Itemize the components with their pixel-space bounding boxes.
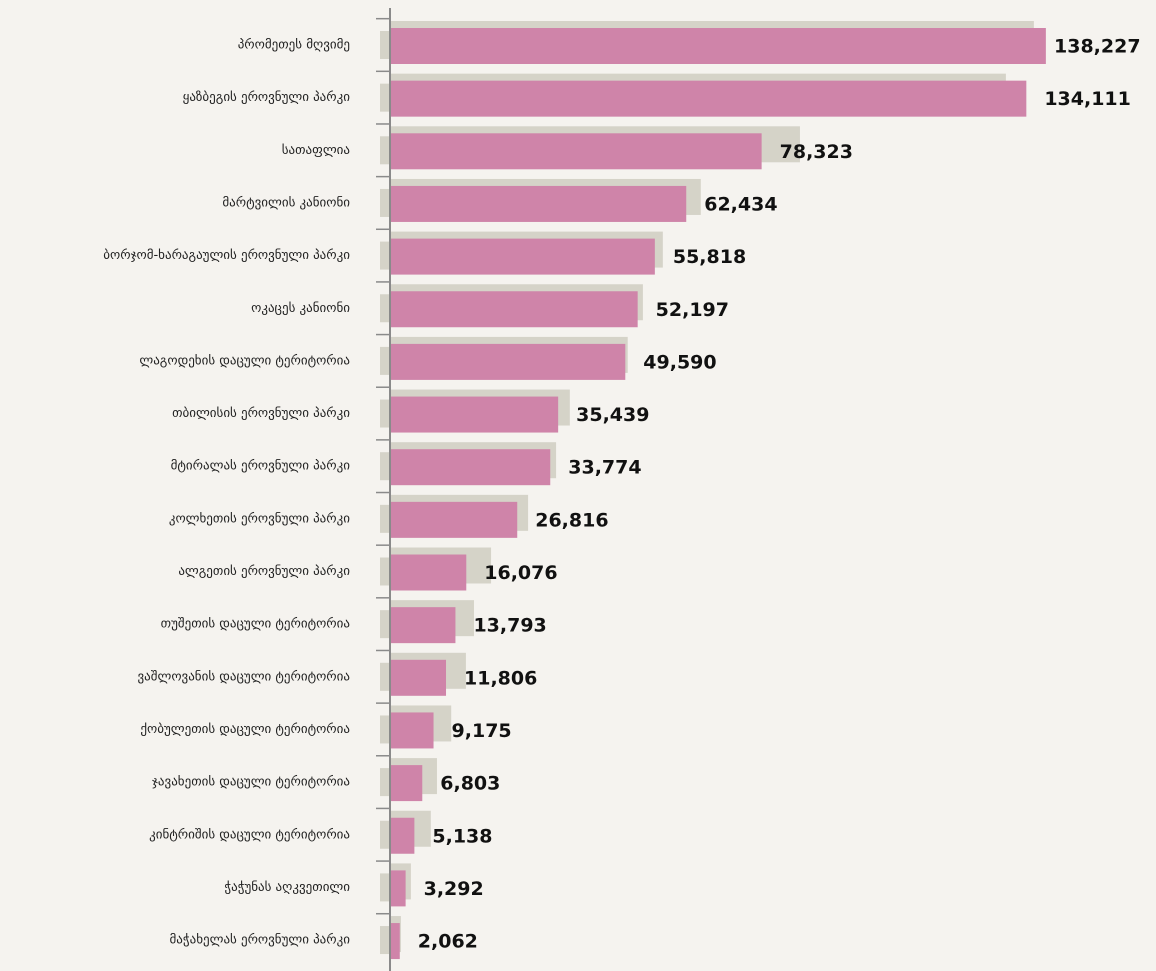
category-label: სათაფლია [282,143,350,158]
value-label: 3,292 [424,878,484,900]
category-label: ყაზბეგის ეროვნული პარკი [183,90,351,105]
category-label: ალგეთის ეროვნული პარკი [178,564,350,579]
bar [390,343,626,380]
row-stub [380,136,390,165]
value-label: 55,818 [673,246,746,268]
row-stub [380,241,390,270]
value-label: 11,806 [464,667,537,689]
row-stub [380,557,390,586]
row-stub [380,715,390,744]
value-label: 52,197 [656,299,729,321]
value-label: 33,774 [568,457,641,479]
row-stub [380,294,390,323]
bar [390,449,551,486]
category-label: ჭაჭუნას აღკვეთილი [224,880,350,895]
bar [390,554,467,591]
value-label: 6,803 [440,773,500,795]
category-label: მარტვილის კანიონი [222,195,350,210]
value-label: 13,793 [473,615,546,637]
value-label: 62,434 [704,193,777,215]
category-label: თუშეთის დაცული ტერიტორია [161,617,350,632]
row-stub [380,399,390,428]
row-stub [380,768,390,797]
category-label: ჯავახეთის დაცული ტერიტორია [152,775,350,790]
row-stub [380,83,390,112]
category-label: ოკაცეს კანიონი [251,301,350,316]
row-stub [380,926,390,955]
row-stub [380,188,390,217]
category-label: კოლხეთის ეროვნული პარკი [169,511,350,526]
bar [390,396,559,433]
category-label: ვაშლოვანის დაცული ტერიტორია [137,669,350,684]
bar [390,712,434,749]
row-stub [380,504,390,533]
value-label: 26,816 [535,509,608,531]
category-label: კინტრიშის დაცული ტერიტორია [149,827,350,842]
value-label: 16,076 [484,562,557,584]
bar [390,133,762,170]
value-label: 134,111 [1044,88,1131,110]
row-stub [380,346,390,375]
bar [390,28,1046,64]
row-stub [380,31,390,59]
bar [390,923,400,960]
category-label: ქობულეთის დაცული ტერიტორია [140,722,350,737]
bar [390,765,423,802]
value-label: 78,323 [780,141,853,163]
bar [390,817,415,854]
category-label: ბორჯომ-ხარაგაულის ეროვნული პარკი [103,248,350,263]
bar [390,607,456,644]
value-label: 35,439 [576,404,649,426]
bar [390,291,638,328]
value-label: 49,590 [643,351,716,373]
category-label: პრომეთეს მღვიმე [238,38,350,53]
bar [390,501,518,538]
bar [390,185,687,222]
value-label: 9,175 [452,720,512,742]
row-stub [380,452,390,481]
bar [390,870,406,907]
bar [390,659,447,696]
value-label: 138,227 [1054,36,1141,58]
row-stub [380,610,390,639]
category-label: თბილისის ეროვნული პარკი [172,406,350,421]
category-label: ლაგოდეხის დაცული ტერიტორია [139,353,350,368]
row-stub [380,820,390,849]
bar [390,80,1027,117]
value-label: 5,138 [432,825,492,847]
value-label: 2,062 [418,931,478,953]
row-stub [380,873,390,902]
bar [390,238,655,275]
category-label: მაჭახელას ეროვნული პარკი [169,933,350,948]
row-stub [380,662,390,691]
category-label: მტირალას ეროვნული პარკი [171,459,351,474]
